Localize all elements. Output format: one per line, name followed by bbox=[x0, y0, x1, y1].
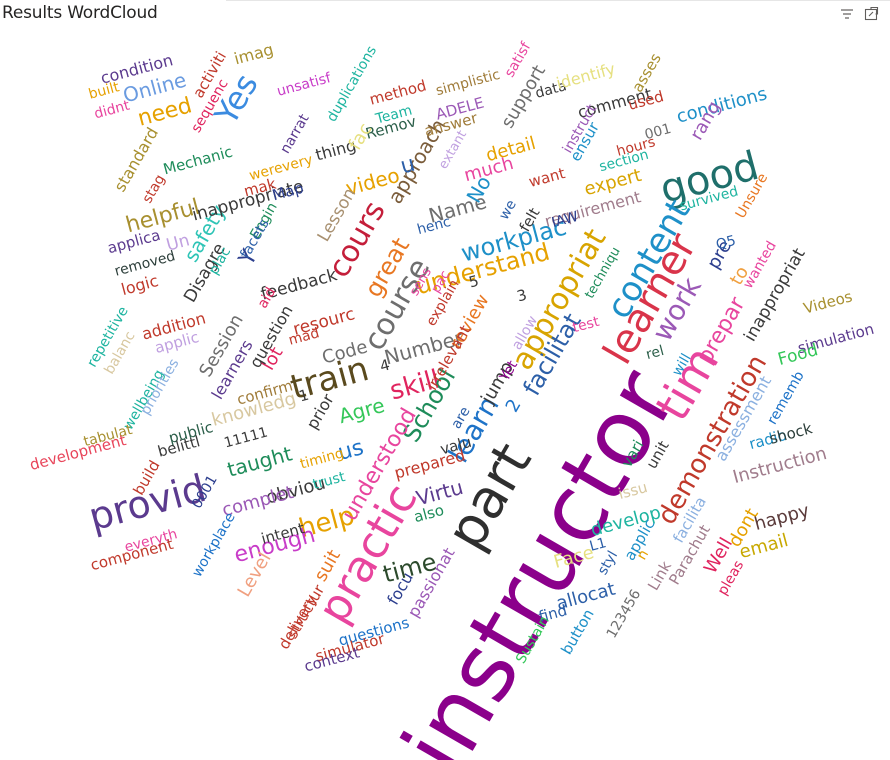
word-iaw[interactable]: IAW bbox=[550, 209, 580, 231]
word-rel[interactable]: rel bbox=[644, 343, 665, 363]
word-timing[interactable]: timing bbox=[298, 445, 345, 472]
word-trust[interactable]: trust bbox=[311, 469, 347, 493]
visual-top-border bbox=[226, 0, 890, 1]
word-instruction[interactable]: Instruction bbox=[731, 443, 829, 488]
word-we[interactable]: we bbox=[496, 197, 520, 222]
word-method[interactable]: method bbox=[368, 76, 429, 108]
word-mad[interactable]: mad bbox=[287, 325, 321, 349]
word-development[interactable]: development bbox=[28, 431, 128, 474]
word-agre[interactable]: Agre bbox=[336, 393, 387, 428]
word-want[interactable]: want bbox=[527, 164, 567, 191]
filter-icon[interactable] bbox=[839, 6, 855, 22]
word-inappropriat[interactable]: inappropriat bbox=[740, 245, 810, 345]
word-q5[interactable]: Q5 bbox=[714, 233, 737, 254]
word-facets[interactable]: facets bbox=[237, 217, 272, 262]
word-l1[interactable]: L1 bbox=[588, 535, 608, 555]
word-rememb[interactable]: rememb bbox=[764, 368, 807, 427]
word-henc[interactable]: henc bbox=[415, 214, 452, 238]
word-2[interactable]: 2 bbox=[502, 396, 526, 416]
word-5[interactable]: 5 bbox=[467, 272, 481, 292]
word-imag[interactable]: imag bbox=[232, 40, 276, 69]
word-1[interactable]: 1 bbox=[297, 386, 311, 406]
word-001[interactable]: 001 bbox=[643, 121, 673, 143]
focus-mode-icon[interactable] bbox=[863, 6, 879, 22]
word-unsatisf[interactable]: unsatisf bbox=[275, 70, 334, 100]
word-conditions[interactable]: conditions bbox=[674, 83, 769, 127]
word-test[interactable]: test bbox=[571, 314, 602, 337]
word-built[interactable]: built bbox=[87, 79, 122, 103]
word-didnt[interactable]: didnt bbox=[93, 97, 132, 122]
word-4[interactable]: 4 bbox=[378, 356, 392, 376]
word-food[interactable]: Food bbox=[776, 340, 821, 370]
word-identify[interactable]: identify bbox=[554, 59, 617, 93]
word-stag[interactable]: stag bbox=[140, 172, 169, 206]
word-simplistic[interactable]: simplistic bbox=[434, 67, 502, 100]
word-u[interactable]: u bbox=[398, 152, 418, 180]
word-narrat[interactable]: narrat bbox=[277, 111, 313, 156]
visual-title: Results WordCloud bbox=[2, 3, 158, 23]
word-delivery[interactable]: delivery bbox=[275, 591, 321, 652]
word-data[interactable]: data bbox=[534, 78, 569, 102]
word-belittl[interactable]: belittl bbox=[156, 432, 202, 461]
word-3[interactable]: 3 bbox=[515, 286, 529, 306]
word-mechanic[interactable]: Mechanic bbox=[161, 143, 234, 179]
word-videos[interactable]: Videos bbox=[801, 287, 854, 317]
